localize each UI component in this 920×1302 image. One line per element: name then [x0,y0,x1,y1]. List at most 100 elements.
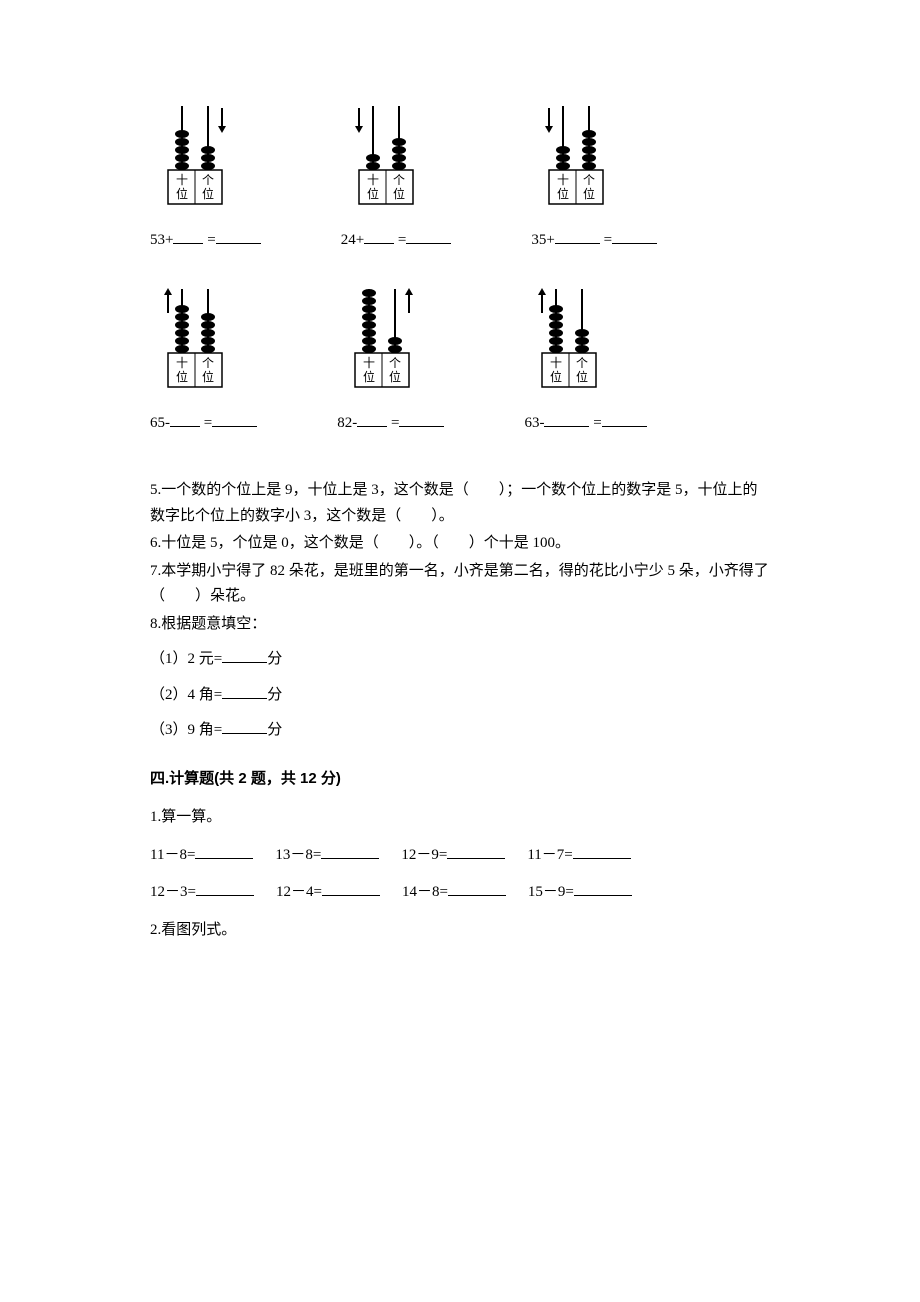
page: 十个位位 53+ = 十个位位 24+ = 十个位位 35+ = 十个位位 65… [0,0,920,1005]
abacus-row-1: 十个位位 53+ = 十个位位 24+ = 十个位位 35+ = [150,100,770,253]
blank[interactable] [173,229,203,244]
calc-expr: 14－8= [402,884,448,900]
expr-prefix: 53+ [150,232,173,248]
svg-text:位: 位 [176,369,188,384]
svg-text:十: 十 [550,356,562,370]
expr-prefix: 65- [150,415,170,431]
blank[interactable] [544,412,589,427]
blank[interactable] [222,684,267,699]
calc-expr: 12－9= [401,847,447,863]
question-8-item: （2）4 角= 分 [150,683,770,709]
blank[interactable] [357,412,387,427]
svg-text:个: 个 [389,356,401,370]
expr-prefix: 24+ [341,232,364,248]
question-8-title: 8.根据题意填空： [150,612,770,638]
blank[interactable] [322,882,380,897]
q8-label: （2）4 角= [150,687,222,703]
calc-expr: 12－4= [276,884,322,900]
blank[interactable] [399,412,444,427]
abacus-expression: 53+ = [150,228,261,254]
svg-text:十: 十 [176,356,188,370]
abacus-block: 十个位位 24+ = [341,100,452,253]
svg-text:个: 个 [393,173,405,187]
abacus-row-2: 十个位位 65- = 十个位位 82- = 十个位位 63- = [150,283,770,436]
section-4-title: 四.计算题(共 2 题，共 12 分) [150,766,770,792]
abacus-expression: 35+ = [531,228,657,254]
svg-text:位: 位 [363,369,375,384]
blank[interactable] [170,412,200,427]
blank[interactable] [448,882,506,897]
blank[interactable] [573,844,631,859]
blank[interactable] [602,412,647,427]
svg-text:个: 个 [583,173,595,187]
q8-suffix: 分 [267,651,282,667]
abacus-svg: 十个位位 [160,100,240,220]
abacus-expression: 63- = [524,411,646,437]
abacus-svg: 十个位位 [534,283,614,403]
blank[interactable] [555,229,600,244]
q8-suffix: 分 [267,687,282,703]
calc-item: 11－8= [150,843,253,869]
question-6: 6.十位是 5，个位是 0，这个数是（ ）。（ ）个十是 100。 [150,531,770,557]
calc-item: 12－4= [276,880,380,906]
blank[interactable] [447,844,505,859]
q8-suffix: 分 [267,722,282,738]
blank[interactable] [574,882,632,897]
expr-prefix: 82- [337,415,357,431]
calc-row: 12－3= 12－4= 14－8= 15－9= [150,880,770,906]
calc-item: 11－7= [527,843,630,869]
blank[interactable] [216,229,261,244]
svg-text:位: 位 [202,369,214,384]
abacus-expression: 65- = [150,411,257,437]
blank[interactable] [406,229,451,244]
svg-text:位: 位 [176,186,188,201]
calc-expr: 13－8= [275,847,321,863]
abacus-block: 十个位位 53+ = [150,100,261,253]
calc-item: 13－8= [275,843,379,869]
calc-expr: 15－9= [528,884,574,900]
abacus-block: 十个位位 35+ = [531,100,657,253]
svg-text:个: 个 [202,173,214,187]
calc-item: 12－3= [150,880,254,906]
svg-text:位: 位 [202,186,214,201]
q8-label: （3）9 角= [150,722,222,738]
svg-text:位: 位 [393,186,405,201]
question-7: 7.本学期小宁得了 82 朵花，是班里的第一名，小齐是第二名，得的花比小宁少 5… [150,559,770,610]
svg-text:十: 十 [363,356,375,370]
svg-text:十: 十 [176,173,188,187]
calc-row: 11－8= 13－8= 12－9= 11－7= [150,843,770,869]
blank[interactable] [195,844,253,859]
calc-item: 12－9= [401,843,505,869]
blank[interactable] [212,412,257,427]
abacus-svg: 十个位位 [351,100,431,220]
abacus-svg: 十个位位 [160,283,240,403]
q8-label: （1）2 元= [150,651,222,667]
question-8-item: （1）2 元= 分 [150,647,770,673]
abacus-svg: 十个位位 [347,283,427,403]
calc-1-title: 1.算一算。 [150,805,770,831]
svg-text:个: 个 [202,356,214,370]
blank[interactable] [612,229,657,244]
blank[interactable] [364,229,394,244]
question-8-item: （3）9 角= 分 [150,718,770,744]
abacus-expression: 82- = [337,411,444,437]
blank[interactable] [196,882,254,897]
abacus-block: 十个位位 65- = [150,283,257,436]
calc-expr: 11－7= [527,847,572,863]
question-5: 5.一个数的个位上是 9，十位上是 3，这个数是（ ）；一个数个位上的数字是 5… [150,478,770,529]
abacus-block: 十个位位 82- = [337,283,444,436]
blank[interactable] [222,720,267,735]
svg-text:位: 位 [367,186,379,201]
svg-text:个: 个 [576,356,588,370]
svg-text:十: 十 [367,173,379,187]
svg-text:位: 位 [583,186,595,201]
svg-text:位: 位 [576,369,588,384]
svg-text:位: 位 [550,369,562,384]
abacus-expression: 24+ = [341,228,452,254]
calc-expr: 12－3= [150,884,196,900]
abacus-svg: 十个位位 [541,100,621,220]
calc-expr: 11－8= [150,847,195,863]
blank[interactable] [321,844,379,859]
calc-item: 15－9= [528,880,632,906]
blank[interactable] [222,649,267,664]
